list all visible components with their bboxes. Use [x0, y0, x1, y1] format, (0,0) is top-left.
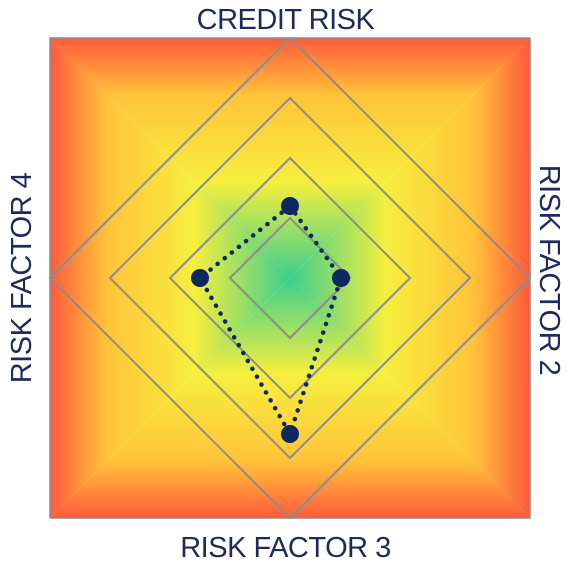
axis-label-bottom: RISK FACTOR 3 [180, 532, 391, 564]
grid-ring-4 [48, 36, 532, 520]
data-point-right [332, 269, 350, 287]
axis-label-top: CREDIT RISK [196, 4, 375, 36]
grid-ring-1 [228, 216, 352, 340]
data-point-left [191, 269, 209, 287]
grid-ring-3 [108, 96, 472, 460]
grid-ring-2 [168, 156, 412, 400]
data-markers [191, 197, 350, 443]
heatmap-background [50, 38, 530, 518]
data-point-bottom [281, 425, 299, 443]
data-point-top [281, 197, 299, 215]
grid-rings [48, 36, 532, 520]
